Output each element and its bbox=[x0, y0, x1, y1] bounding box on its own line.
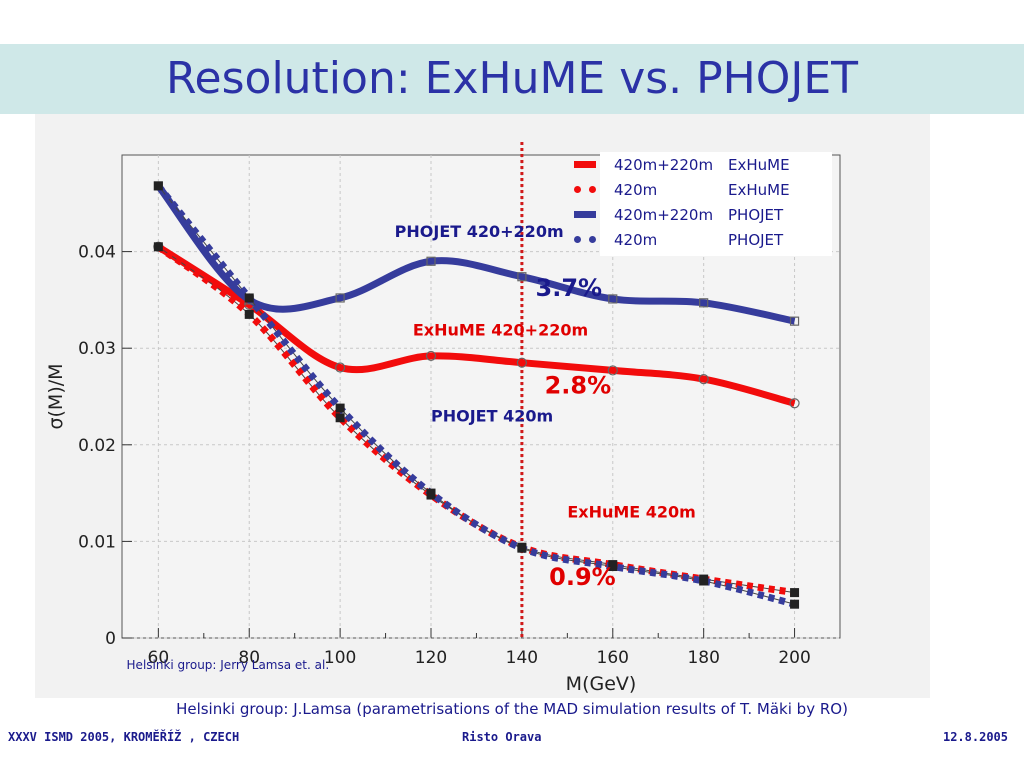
chart-legend: 420m+220m ExHuME 420m ExHuME 420m+220m P… bbox=[574, 152, 832, 256]
data-point bbox=[335, 362, 346, 373]
data-point bbox=[426, 488, 436, 498]
x-tick-label: 200 bbox=[778, 648, 810, 668]
legend-label: 420m+220m bbox=[614, 206, 714, 224]
data-point bbox=[244, 309, 254, 319]
legend-generator: ExHuME bbox=[728, 156, 790, 174]
data-point bbox=[698, 374, 709, 385]
x-tick-label: 160 bbox=[597, 648, 629, 668]
legend-entry: 420m+220m ExHuME bbox=[574, 154, 832, 178]
data-point bbox=[517, 543, 527, 553]
legend-sample-exhume-420 bbox=[574, 186, 596, 193]
y-tick-label: 0.02 bbox=[78, 436, 116, 456]
x-tick-label: 80 bbox=[238, 648, 260, 668]
x-tick-label: 60 bbox=[148, 648, 170, 668]
data-point bbox=[153, 242, 163, 252]
data-point bbox=[425, 350, 437, 362]
footer-date: 12.8.2005 bbox=[942, 730, 1008, 744]
data-point bbox=[790, 588, 800, 598]
data-point bbox=[699, 576, 709, 586]
data-point bbox=[335, 293, 345, 303]
y-axis-label: σ(M)/M bbox=[45, 363, 67, 429]
chart-annotation: 2.8% bbox=[545, 372, 612, 400]
legend-entry: 420m+220m PHOJET bbox=[574, 204, 832, 228]
data-point bbox=[607, 365, 618, 376]
data-point bbox=[516, 357, 527, 368]
legend-generator: PHOJET bbox=[728, 206, 784, 224]
data-point bbox=[426, 256, 436, 266]
chart-annotation: Helsinki group: Jerry Lamsa et. al. bbox=[127, 658, 330, 672]
legend-label: 420m+220m bbox=[614, 156, 714, 174]
legend-entry: 420m PHOJET bbox=[574, 229, 832, 253]
data-point bbox=[789, 316, 800, 326]
x-tick-label: 180 bbox=[687, 648, 719, 668]
legend-entry: 420m ExHuME bbox=[574, 179, 832, 203]
x-tick-label: 100 bbox=[324, 648, 356, 668]
legend-label: 420m bbox=[614, 231, 658, 249]
legend-generator: ExHuME bbox=[728, 181, 790, 199]
y-tick-label: 0 bbox=[105, 629, 116, 649]
x-tick-label: 120 bbox=[415, 648, 447, 668]
data-point bbox=[335, 403, 345, 413]
chart-annotation: PHOJET 420m bbox=[431, 407, 553, 426]
title-band bbox=[0, 44, 1024, 114]
data-point bbox=[790, 599, 800, 609]
data-point bbox=[153, 181, 163, 191]
data-point bbox=[335, 413, 345, 423]
data-point bbox=[517, 272, 527, 282]
y-tick-label: 0.01 bbox=[78, 532, 116, 552]
x-axis-label: M(GeV) bbox=[566, 673, 637, 695]
legend-sample-phojet-combined bbox=[574, 211, 596, 218]
y-tick-label: 0.04 bbox=[78, 243, 116, 263]
chart-annotation: ExHuME 420m bbox=[567, 502, 696, 521]
legend-sample-phojet-420 bbox=[574, 236, 596, 243]
x-tick-label: 140 bbox=[506, 648, 538, 668]
series-line-420m-220m-exhume bbox=[156, 243, 796, 407]
slide-title: Resolution: ExHuME vs. PHOJET bbox=[165, 53, 859, 104]
chart-annotation: 0.9% bbox=[549, 563, 616, 591]
legend-sample-exhume-combined bbox=[574, 161, 596, 168]
legend-generator: PHOJET bbox=[728, 231, 784, 249]
slide-caption: Helsinki group: J.Lamsa (parametrisation… bbox=[176, 700, 848, 718]
data-point bbox=[244, 293, 254, 303]
footer-author: Risto Orava bbox=[462, 730, 542, 744]
data-point bbox=[699, 298, 709, 308]
chart-annotation: PHOJET 420+220m bbox=[395, 222, 564, 241]
data-point bbox=[789, 398, 800, 409]
chart-annotation: 3.7% bbox=[536, 274, 603, 302]
y-tick-label: 0.03 bbox=[78, 339, 116, 359]
data-point bbox=[608, 294, 618, 304]
legend-label: 420m bbox=[614, 181, 658, 199]
data-point bbox=[608, 562, 618, 572]
footer-conference: XXXV ISMD 2005, KROMĚŘÍŽ , CZECH bbox=[8, 730, 240, 744]
chart-annotation: ExHuME 420+220m bbox=[413, 321, 588, 340]
